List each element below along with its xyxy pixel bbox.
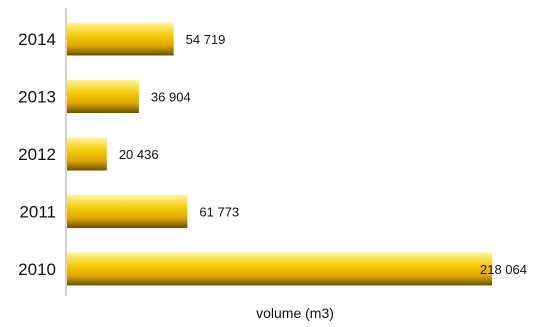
bar-2012	[67, 137, 107, 171]
value-label-2014: 54 719	[186, 32, 226, 47]
bar-2013	[67, 80, 139, 113]
value-label-2012: 20 436	[119, 147, 159, 162]
value-label-2011: 61 773	[199, 205, 239, 220]
bars-group: 2014 54 719 2013 36 904 2012 20 436 2011 61 773…	[18, 22, 527, 286]
category-label-2011: 2011	[19, 203, 56, 222]
bar-2011	[67, 195, 188, 228]
category-label-2012: 2012	[18, 145, 56, 164]
value-label-2013: 36 904	[151, 90, 191, 105]
bar-2010	[67, 252, 492, 286]
category-label-2013: 2013	[18, 88, 56, 107]
category-label-2014: 2014	[18, 30, 56, 49]
bar-2014	[67, 22, 174, 56]
value-label-2010: 218 064	[480, 262, 527, 277]
category-label-2010: 2010	[18, 260, 56, 279]
x-axis-title: volume (m3)	[256, 305, 334, 321]
